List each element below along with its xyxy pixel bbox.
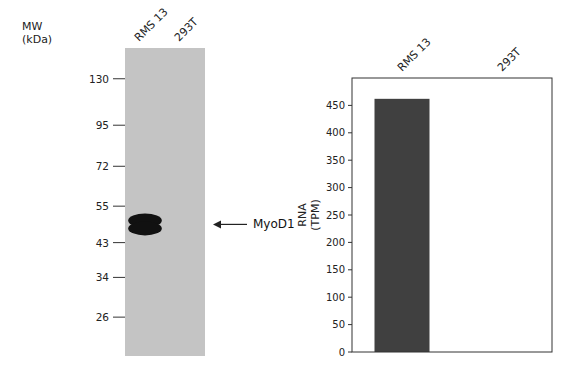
bars xyxy=(375,99,430,352)
mw-tick xyxy=(113,125,125,126)
y-tick xyxy=(348,105,352,106)
text-line: (kDa) xyxy=(22,33,52,46)
y-tick xyxy=(348,297,352,298)
mw-tick xyxy=(113,242,125,243)
mw-tick xyxy=(113,317,125,318)
mw-tick xyxy=(113,206,125,207)
y-axis-label: RNA(TPM) xyxy=(296,199,322,230)
text-line: RNA xyxy=(296,203,309,227)
y-tick xyxy=(348,132,352,133)
y-tick-label: 0 xyxy=(339,347,345,358)
arrow-head xyxy=(213,220,221,228)
y-tick xyxy=(348,187,352,188)
y-tick xyxy=(348,242,352,243)
blot-panel: MW(kDa) 130 95 72 55 43 34 26 RMS 13293T MyoD1 xyxy=(22,5,295,356)
bar-panel: 0 50 100 150 200 250 300 350 400 450 RNA(TPM) RMS 1… xyxy=(296,35,553,357)
y-tick-label: 400 xyxy=(326,127,345,138)
mw-label: 72 xyxy=(96,160,109,172)
y-tick xyxy=(348,269,352,270)
lane-label: 293T xyxy=(172,15,201,44)
arrow-shaft xyxy=(219,224,247,225)
mw-label: 34 xyxy=(96,271,110,283)
y-tick-label: 300 xyxy=(326,182,345,193)
x-tick-label: 293T xyxy=(495,45,524,74)
text-line: MW xyxy=(22,20,42,33)
mw-label: 130 xyxy=(89,73,109,85)
plot-frame xyxy=(352,78,552,352)
y-tick-label: 200 xyxy=(326,237,345,248)
y-tick xyxy=(348,160,352,161)
y-tick-label: 450 xyxy=(326,100,345,111)
gel xyxy=(125,48,205,356)
mw-tick xyxy=(113,166,125,167)
band xyxy=(128,221,162,235)
bar xyxy=(375,99,430,352)
mw-label: 26 xyxy=(96,311,110,323)
y-tick-label: 350 xyxy=(326,155,345,166)
y-tick-label: 100 xyxy=(326,292,345,303)
mw-label: 95 xyxy=(96,119,109,131)
mw-title: MW(kDa) xyxy=(22,20,52,46)
text-line: (TPM) xyxy=(309,199,322,230)
lane-label: RMS 13 xyxy=(132,5,171,44)
y-tick-label: 150 xyxy=(326,264,345,275)
mw-label: 43 xyxy=(96,237,109,249)
y-tick-label: 250 xyxy=(326,210,345,221)
y-tick xyxy=(348,215,352,216)
band-annotation: MyoD1 xyxy=(253,217,295,231)
y-tick-label: 50 xyxy=(332,319,345,330)
mw-label: 55 xyxy=(96,200,109,212)
mw-tick xyxy=(113,277,125,278)
mw-tick xyxy=(113,78,125,79)
y-tick xyxy=(348,352,352,353)
y-tick xyxy=(348,324,352,325)
x-tick-label: RMS 13 xyxy=(395,35,434,74)
